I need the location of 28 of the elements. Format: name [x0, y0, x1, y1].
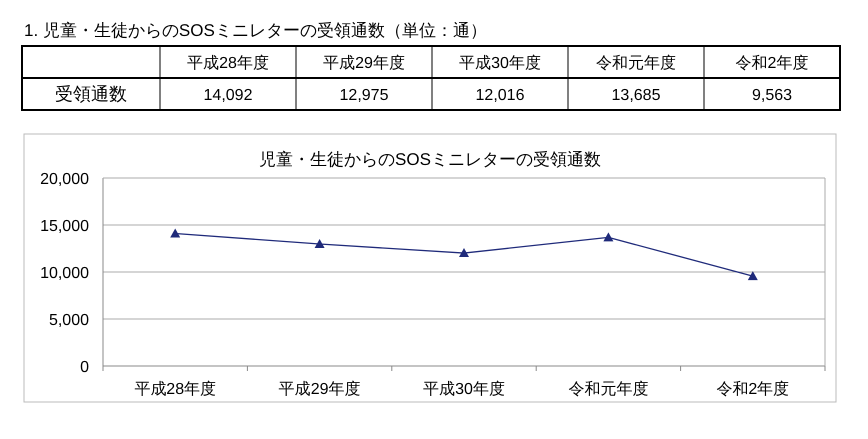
- text: 受領通数: [55, 84, 127, 104]
- y-tick-label: 20,000: [40, 171, 90, 188]
- y-tick-label: 0: [80, 359, 90, 376]
- chart-subtitle: 児童・生徒からのSOSミニレターの受領通数: [259, 150, 601, 169]
- chart-title: 1. 児童・生徒からのSOSミニレターの受領通数（単位：通）: [24, 21, 487, 40]
- point: [314, 239, 325, 248]
- category-label: 令和元年度: [596, 55, 676, 72]
- category-label: 令和2年度: [736, 55, 808, 72]
- x-tick-label: 平成28年度: [134, 380, 216, 398]
- data-label: 13,685: [612, 87, 661, 104]
- category-label: 平成28年度: [187, 55, 269, 72]
- data-label: 12,016: [476, 87, 525, 104]
- point: [603, 232, 614, 242]
- category-label: 平成30年度: [459, 55, 541, 72]
- y-tick-label: 10,000: [40, 265, 90, 282]
- x-tick-label: 平成29年度: [278, 380, 360, 398]
- data-label: 9,563: [752, 87, 792, 104]
- x-tick-label: 令和2年度: [716, 380, 790, 398]
- data-label: 14,092: [204, 87, 253, 104]
- x-tick-label: 平成30年度: [423, 380, 505, 398]
- point: [748, 271, 758, 280]
- y-tick-label: 5,000: [48, 312, 90, 329]
- data-label: 12,975: [340, 87, 389, 104]
- point: [459, 248, 469, 258]
- x-tick-label: 令和元年度: [568, 380, 648, 398]
- point: [170, 228, 180, 238]
- y-tick-label: 15,000: [40, 218, 90, 235]
- category-label: 平成29年度: [323, 55, 405, 72]
